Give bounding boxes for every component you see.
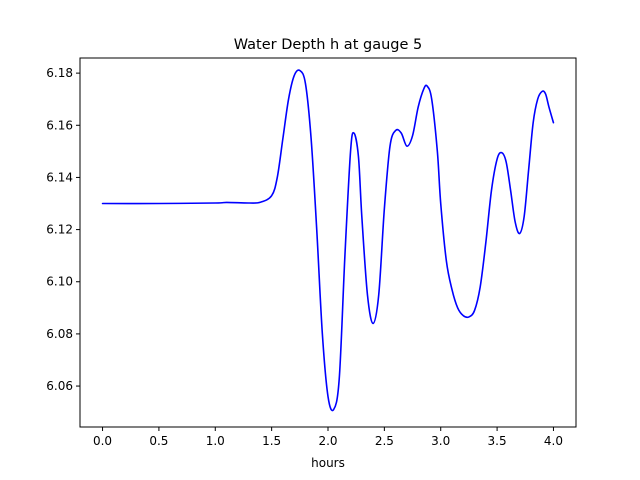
series-line-0 xyxy=(101,69,555,412)
x-tick-label: 4.0 xyxy=(544,434,563,448)
chart-title: Water Depth h at gauge 5 xyxy=(234,37,422,53)
y-tick-label: 6.18 xyxy=(46,66,73,80)
plot-area xyxy=(80,58,576,427)
y-tick-label: 6.16 xyxy=(46,118,73,132)
y-tick-label: 6.14 xyxy=(46,170,73,184)
x-tick-label: 2.0 xyxy=(318,434,337,448)
y-tick-label: 6.06 xyxy=(46,379,73,393)
x-tick-label: 1.0 xyxy=(206,434,225,448)
x-tick-label: 0.0 xyxy=(93,434,112,448)
y-tick-label: 6.08 xyxy=(46,327,73,341)
x-tick-label: 3.0 xyxy=(431,434,450,448)
x-tick-label: 1.5 xyxy=(262,434,281,448)
y-tick-label: 6.12 xyxy=(46,223,73,237)
x-tick-label: 0.5 xyxy=(149,434,168,448)
x-tick-label: 3.5 xyxy=(488,434,507,448)
x-axis-label: hours xyxy=(311,456,345,470)
y-tick-label: 6.10 xyxy=(46,275,73,289)
x-tick-label: 2.5 xyxy=(375,434,394,448)
